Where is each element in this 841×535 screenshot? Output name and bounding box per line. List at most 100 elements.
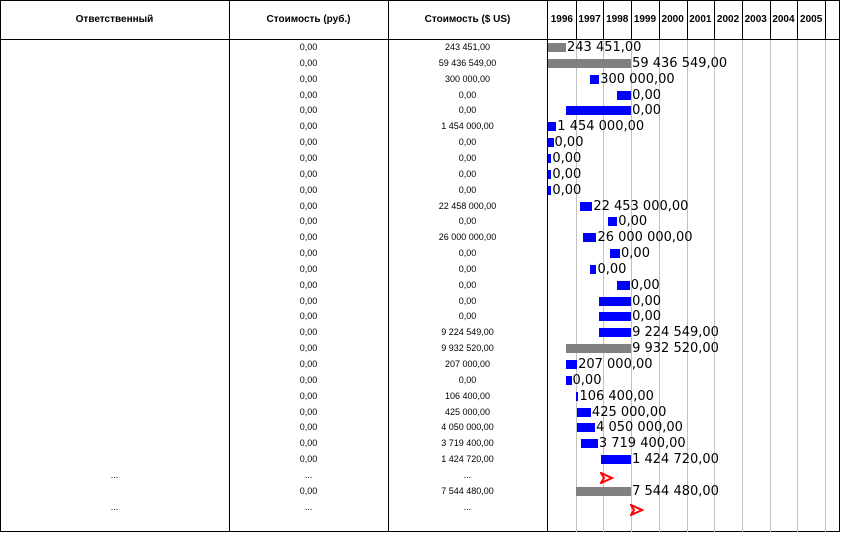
task-bar[interactable]: [600, 455, 632, 465]
milestone-marker[interactable]: [630, 503, 645, 516]
year-label-1996: 1996: [550, 14, 573, 25]
bar-value-label: 7 544 480,00: [632, 483, 719, 499]
year-header-divider: [575, 0, 577, 40]
year-label-2001: 2001: [689, 14, 712, 25]
cell-cost-rub: 0,00: [299, 73, 318, 84]
year-label-2000: 2000: [661, 14, 684, 25]
year-label-2005: 2005: [800, 14, 823, 25]
task-bar[interactable]: [548, 153, 552, 163]
bar-value-label: 0,00: [621, 246, 650, 262]
bar-value-label: 0,00: [632, 87, 662, 103]
bar-value-label: 1 424 720,00: [632, 452, 719, 468]
column-header-responsible[interactable]: Ответственный: [75, 14, 154, 25]
bar-value-label: 243 451,00: [567, 40, 642, 55]
cell-cost-usd: 0,00: [458, 374, 477, 385]
year-label-1997: 1997: [578, 14, 601, 25]
cell-cost-rub: 0,00: [299, 105, 318, 116]
task-bar[interactable]: [617, 90, 632, 100]
bar-value-label: 0,00: [552, 150, 582, 166]
cell-cost-rub: 0,00: [299, 359, 318, 369]
task-bar[interactable]: [566, 375, 572, 385]
cell-cost-usd: 9 224 549,00: [441, 327, 494, 338]
task-bar[interactable]: [577, 407, 591, 417]
cell-cost-usd: 0,00: [458, 152, 477, 163]
summary-bar[interactable]: [548, 58, 632, 68]
task-bar[interactable]: [599, 296, 632, 306]
bar-value-label: 9 932 520,00: [632, 341, 719, 357]
summary-bar[interactable]: [575, 486, 632, 496]
year-gridline: [603, 40, 605, 532]
task-bar[interactable]: [610, 249, 620, 259]
column-header-cost-rub[interactable]: Стоимость (руб.): [266, 14, 351, 25]
table-header: [0, 0, 840, 40]
cell-cost-usd: 22 458 000,00: [438, 200, 497, 211]
year-header-divider: [631, 0, 633, 40]
task-bar[interactable]: [582, 233, 597, 243]
bar-value-label: 1 454 000,00: [557, 119, 645, 135]
cell-cost-usd: 7 544 480,00: [441, 485, 494, 496]
bar-value-label: 0,00: [632, 309, 662, 325]
task-bar[interactable]: [548, 122, 557, 132]
task-bar[interactable]: [617, 280, 630, 290]
milestone-marker-shape: [599, 471, 614, 484]
task-bar[interactable]: [589, 264, 597, 274]
year-label-2002: 2002: [716, 14, 740, 25]
cell-cost-rub: 0,00: [299, 200, 318, 211]
milestone-marker[interactable]: [599, 471, 614, 484]
cell-cost-rub: 0,00: [299, 184, 318, 195]
task-bar[interactable]: [579, 201, 593, 211]
summary-bar[interactable]: [566, 344, 632, 354]
task-bar[interactable]: [548, 169, 552, 179]
task-bar[interactable]: [577, 423, 596, 433]
task-bar[interactable]: [548, 138, 554, 148]
task-bar[interactable]: [607, 217, 618, 227]
summary-bar[interactable]: [548, 43, 566, 52]
year-gridline: [575, 40, 577, 532]
cell-cost-rub: 0,00: [299, 343, 318, 354]
year-gridline: [631, 40, 633, 532]
bar-value-label: 0,00: [552, 166, 582, 182]
cell-cost-rub: 0,00: [299, 454, 318, 465]
cell-responsible: ...: [110, 469, 119, 480]
cell-cost-usd: 1 454 000,00: [441, 121, 494, 132]
task-bar[interactable]: [566, 106, 632, 116]
cell-cost-usd: 0,00: [458, 216, 477, 227]
cell-cost-usd: 0,00: [458, 105, 477, 116]
year-gridline: [658, 40, 660, 532]
cell-cost-rub: 0,00: [299, 295, 318, 306]
cell-cost-usd: 4 050 000,00: [441, 422, 494, 433]
cell-cost-usd: ...: [463, 469, 472, 480]
task-bar[interactable]: [589, 74, 600, 84]
bar-value-label: 300 000,00: [600, 71, 675, 87]
bar-value-label: 0,00: [597, 261, 627, 277]
cell-cost-usd: 0,00: [458, 263, 477, 274]
bar-value-label: 106 400,00: [579, 388, 654, 404]
task-bar[interactable]: [581, 439, 598, 449]
bar-value-label: 207 000,00: [578, 357, 653, 372]
cell-cost-rub: 0,00: [299, 438, 318, 449]
task-bar[interactable]: [599, 312, 632, 322]
task-bar[interactable]: [548, 185, 552, 195]
cell-cost-usd: 300 000,00: [444, 73, 491, 84]
cell-cost-rub: 0,00: [299, 390, 318, 401]
year-header-divider: [714, 0, 716, 40]
column-header-cost-usd[interactable]: Стоимость ($ US): [424, 14, 511, 25]
year-gridline: [825, 40, 826, 532]
task-bar[interactable]: [599, 328, 632, 338]
bar-value-label: 4 050 000,00: [596, 420, 683, 436]
bar-value-label: 9 224 549,00: [632, 325, 719, 341]
cell-cost-rub: 0,00: [299, 42, 318, 52]
bar-value-label: 0,00: [572, 372, 602, 388]
bar-value-label: 0,00: [632, 103, 662, 119]
cell-cost-rub: ...: [304, 501, 313, 512]
bar-value-label: 0,00: [554, 135, 584, 151]
cell-cost-rub: 0,00: [299, 152, 318, 163]
year-gridline: [686, 40, 688, 532]
cell-cost-usd: 0,00: [458, 184, 477, 195]
cell-cost-usd: 59 436 549,00: [438, 57, 497, 68]
cell-cost-rub: 0,00: [299, 89, 318, 100]
year-label-2003: 2003: [744, 14, 767, 25]
cell-cost-rub: ...: [304, 469, 313, 480]
task-bar[interactable]: [575, 391, 579, 401]
task-bar[interactable]: [566, 360, 578, 369]
